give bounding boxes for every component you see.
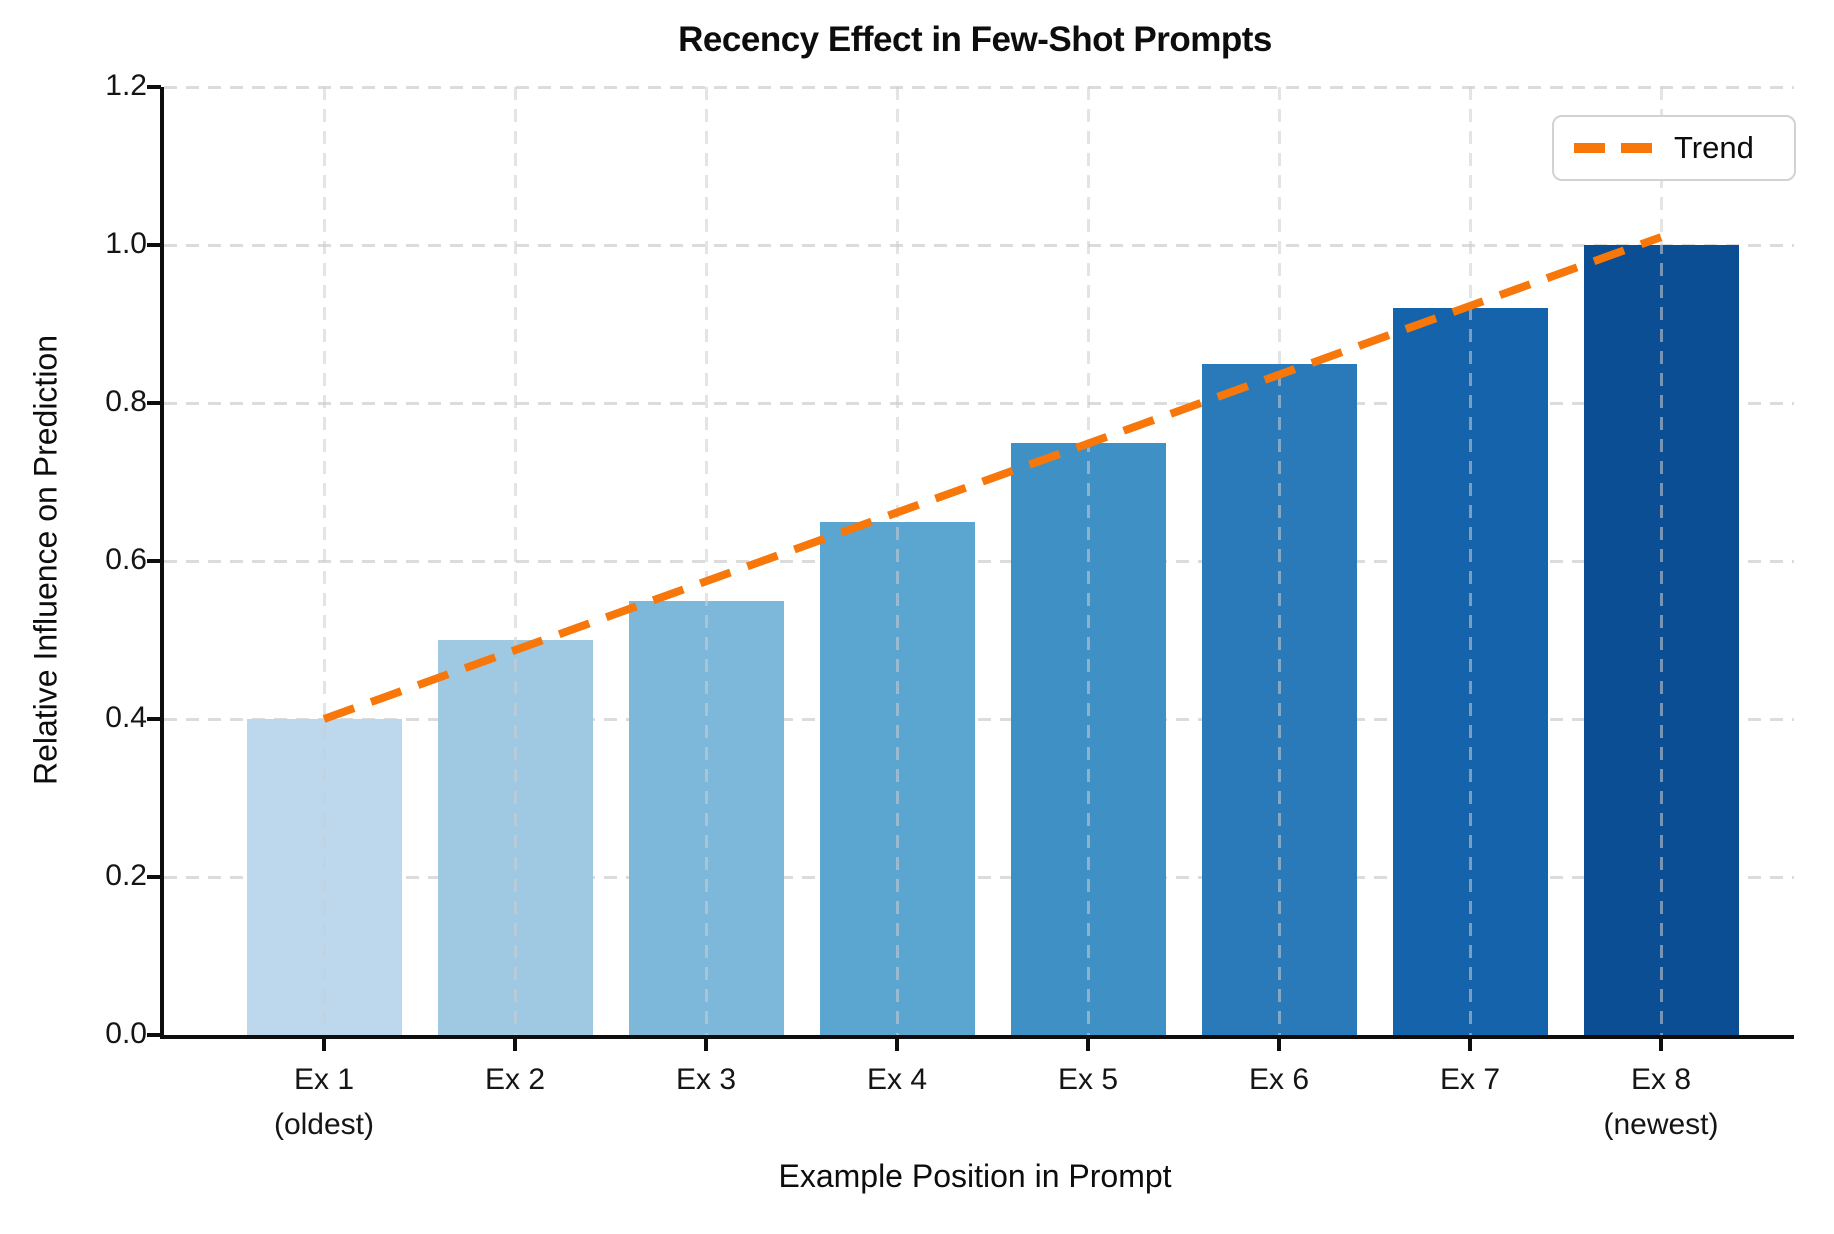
x-tick-label: Ex 3 [586,1057,826,1102]
v-gridline [1277,87,1281,1035]
x-tick-label-line: Ex 3 [675,1063,737,1096]
h-gridline [164,243,1794,247]
v-gridline [895,87,899,1035]
y-tick-label: 1.2 [105,69,147,102]
v-gridline [322,87,326,1035]
x-tick-label: Ex 5 [968,1057,1208,1102]
y-tick [147,875,161,879]
y-tick-label: 0.0 [105,1017,147,1050]
h-gridline [164,875,1794,879]
v-gridline [1659,87,1663,1035]
x-tick-label-line: Ex 6 [1248,1063,1310,1096]
x-tick-label: Ex 2 [395,1057,635,1102]
y-tick-label: 0.4 [105,701,147,734]
x-tick [513,1038,517,1051]
vertical-gridlines [164,87,1794,1035]
y-tick [147,401,161,405]
y-tick-label: 0.2 [105,859,147,892]
y-tick [147,717,161,721]
h-gridline [164,85,1794,89]
x-tick-label-note: (oldest) [273,1108,375,1141]
v-gridline [1086,87,1090,1035]
x-tick-label: Ex 6 [1159,1057,1399,1102]
x-tick-label-line: Ex 2 [484,1063,546,1096]
y-tick [147,1033,161,1037]
v-gridline [513,87,517,1035]
y-tick [147,85,161,89]
plot-area: 0.0 0.2 0.4 0.6 0.8 1.0 1.2 Ex 1 (oldest) Ex 2 Ex … [105,69,1796,1141]
x-tick [1468,1038,1472,1051]
x-tick-label: Ex 4 [777,1057,1017,1102]
trend-line [322,233,1663,723]
axis-ticks-and-labels: 0.0 0.2 0.4 0.6 0.8 1.0 1.2 Ex 1 (oldest) Ex 2 Ex … [105,69,1794,1141]
y-tick-label: 0.6 [105,543,147,576]
y-tick [147,559,161,563]
x-tick-label: Ex 8 (newest) [1541,1057,1781,1147]
x-tick [1659,1038,1663,1051]
x-tick-label: Ex 1 (oldest) [204,1057,444,1147]
x-tick [1277,1038,1281,1051]
y-tick [147,243,161,247]
x-axis-label: Example Position in Prompt [778,1158,1172,1194]
x-tick-label-note: (newest) [1603,1108,1719,1141]
horizontal-gridlines [164,85,1794,1035]
y-tick-label: 1.0 [105,227,147,260]
x-tick [322,1038,326,1051]
x-tick-label-line: Ex 5 [1057,1063,1119,1096]
x-tick-label-line: Ex 8 [1630,1063,1692,1096]
x-tick [895,1038,899,1051]
x-tick [1086,1038,1090,1051]
x-tick [704,1038,708,1051]
h-gridline [164,401,1794,405]
h-gridline [164,717,1794,721]
trend-line-layer [322,233,1663,723]
legend-entry-trend: Trend [1674,130,1754,165]
v-gridline [1468,87,1472,1035]
x-tick-label-line: Ex 4 [866,1063,928,1096]
y-tick-label: 0.8 [105,385,147,418]
x-tick-label: Ex 7 [1350,1057,1590,1102]
trend-legend-swatch-icon [1574,143,1654,153]
chart-title: Recency Effect in Few-Shot Prompts [678,20,1272,59]
h-gridline [164,559,1794,563]
x-tick-label-line: Ex 1 [293,1063,355,1096]
legend: Trend [1552,115,1796,181]
x-tick-label-line: Ex 7 [1439,1063,1501,1096]
v-gridline [704,87,708,1035]
